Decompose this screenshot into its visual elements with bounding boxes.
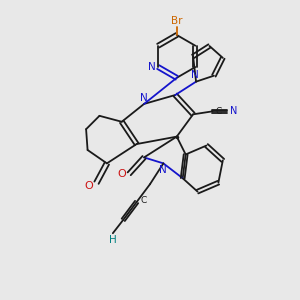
- Text: O: O: [117, 169, 126, 179]
- Text: C: C: [216, 107, 222, 116]
- Text: N: N: [191, 70, 199, 80]
- Text: Br: Br: [171, 16, 182, 26]
- Text: N: N: [140, 93, 148, 103]
- Text: N: N: [160, 165, 167, 175]
- Text: O: O: [85, 181, 93, 191]
- Text: N: N: [148, 62, 156, 72]
- Text: H: H: [109, 235, 117, 245]
- Text: C: C: [140, 196, 146, 205]
- Text: N: N: [230, 106, 238, 116]
